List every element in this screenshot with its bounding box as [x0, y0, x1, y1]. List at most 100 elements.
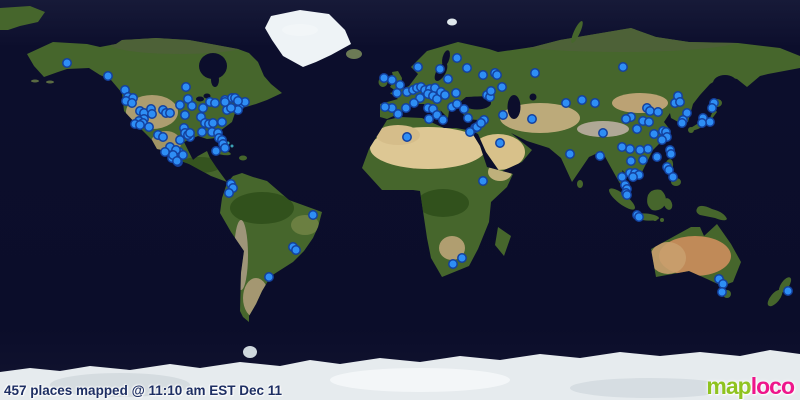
place-marker	[424, 114, 434, 124]
place-marker	[135, 120, 145, 130]
place-marker	[652, 152, 662, 162]
place-marker	[478, 70, 488, 80]
place-marker	[697, 118, 707, 128]
new-zealand-north	[778, 277, 792, 293]
place-marker	[402, 132, 412, 142]
place-marker	[197, 127, 207, 137]
place-markers-layer	[62, 53, 793, 297]
place-marker	[451, 88, 461, 98]
place-marker	[463, 113, 473, 123]
place-marker	[565, 149, 575, 159]
maploco-logo[interactable]: maploco	[706, 373, 795, 400]
iceland	[346, 49, 362, 59]
place-marker	[598, 128, 608, 138]
borneo	[647, 189, 666, 211]
chukotka-wrap	[0, 6, 45, 30]
place-marker	[618, 62, 628, 72]
place-marker	[452, 99, 462, 109]
place-marker	[497, 82, 507, 92]
place-marker	[595, 151, 605, 161]
place-marker	[440, 90, 450, 100]
place-marker	[308, 210, 318, 220]
place-marker	[198, 103, 208, 113]
place-marker	[476, 118, 486, 128]
place-marker	[718, 279, 728, 289]
place-marker	[638, 155, 648, 165]
place-marker	[175, 100, 185, 110]
place-marker	[438, 115, 448, 125]
place-marker	[617, 142, 627, 152]
place-marker	[462, 63, 472, 73]
place-marker	[621, 114, 631, 124]
place-marker	[561, 98, 571, 108]
new-guinea	[696, 205, 727, 221]
place-marker	[413, 62, 423, 72]
place-marker	[657, 135, 667, 145]
place-marker	[220, 143, 230, 153]
place-marker	[443, 74, 453, 84]
place-marker	[180, 110, 190, 120]
inland-seas	[196, 50, 737, 119]
place-marker	[649, 129, 659, 139]
place-marker	[147, 109, 157, 119]
greenland	[265, 10, 351, 67]
place-marker	[617, 172, 627, 182]
place-marker	[185, 128, 195, 138]
place-marker	[677, 118, 687, 128]
place-marker	[465, 127, 475, 137]
place-marker	[62, 58, 72, 68]
novaya-zemlya	[571, 21, 583, 43]
place-marker	[643, 144, 653, 154]
place-marker	[187, 101, 197, 111]
place-marker	[705, 117, 715, 127]
new-zealand-south	[767, 289, 783, 307]
place-marker	[401, 103, 411, 113]
madagascar	[495, 227, 511, 256]
place-marker	[175, 135, 185, 145]
place-marker	[291, 245, 301, 255]
place-marker	[634, 212, 644, 222]
place-marker	[220, 97, 230, 107]
place-marker	[103, 71, 113, 81]
place-marker	[181, 82, 191, 92]
polar-ice	[0, 10, 800, 400]
place-marker	[435, 64, 445, 74]
place-marker	[590, 98, 600, 108]
place-marker	[783, 286, 793, 296]
place-marker	[264, 272, 274, 282]
place-marker	[208, 118, 218, 128]
place-marker	[717, 287, 727, 297]
place-marker	[392, 88, 402, 98]
place-marker	[530, 68, 540, 78]
place-marker	[492, 70, 502, 80]
place-marker	[160, 147, 170, 157]
sumatra	[609, 188, 635, 210]
place-marker	[127, 98, 137, 108]
place-marker	[210, 98, 220, 108]
sulawesi	[663, 198, 673, 210]
hispaniola	[239, 155, 247, 161]
place-marker	[666, 149, 676, 159]
japan-kyushu	[688, 127, 694, 133]
svalbard	[447, 18, 457, 26]
place-marker	[457, 253, 467, 263]
place-marker	[668, 172, 678, 182]
place-marker	[577, 95, 587, 105]
place-marker	[622, 190, 632, 200]
place-marker	[626, 156, 636, 166]
place-marker	[395, 80, 405, 90]
place-marker	[675, 97, 685, 107]
place-marker	[495, 138, 505, 148]
place-marker	[478, 176, 488, 186]
place-marker	[165, 108, 175, 118]
place-marker	[486, 86, 496, 96]
place-marker	[158, 132, 168, 142]
place-marker	[217, 117, 227, 127]
place-marker	[527, 114, 537, 124]
place-marker	[226, 103, 236, 113]
place-marker	[644, 117, 654, 127]
place-marker	[459, 104, 469, 114]
place-marker	[380, 102, 390, 112]
